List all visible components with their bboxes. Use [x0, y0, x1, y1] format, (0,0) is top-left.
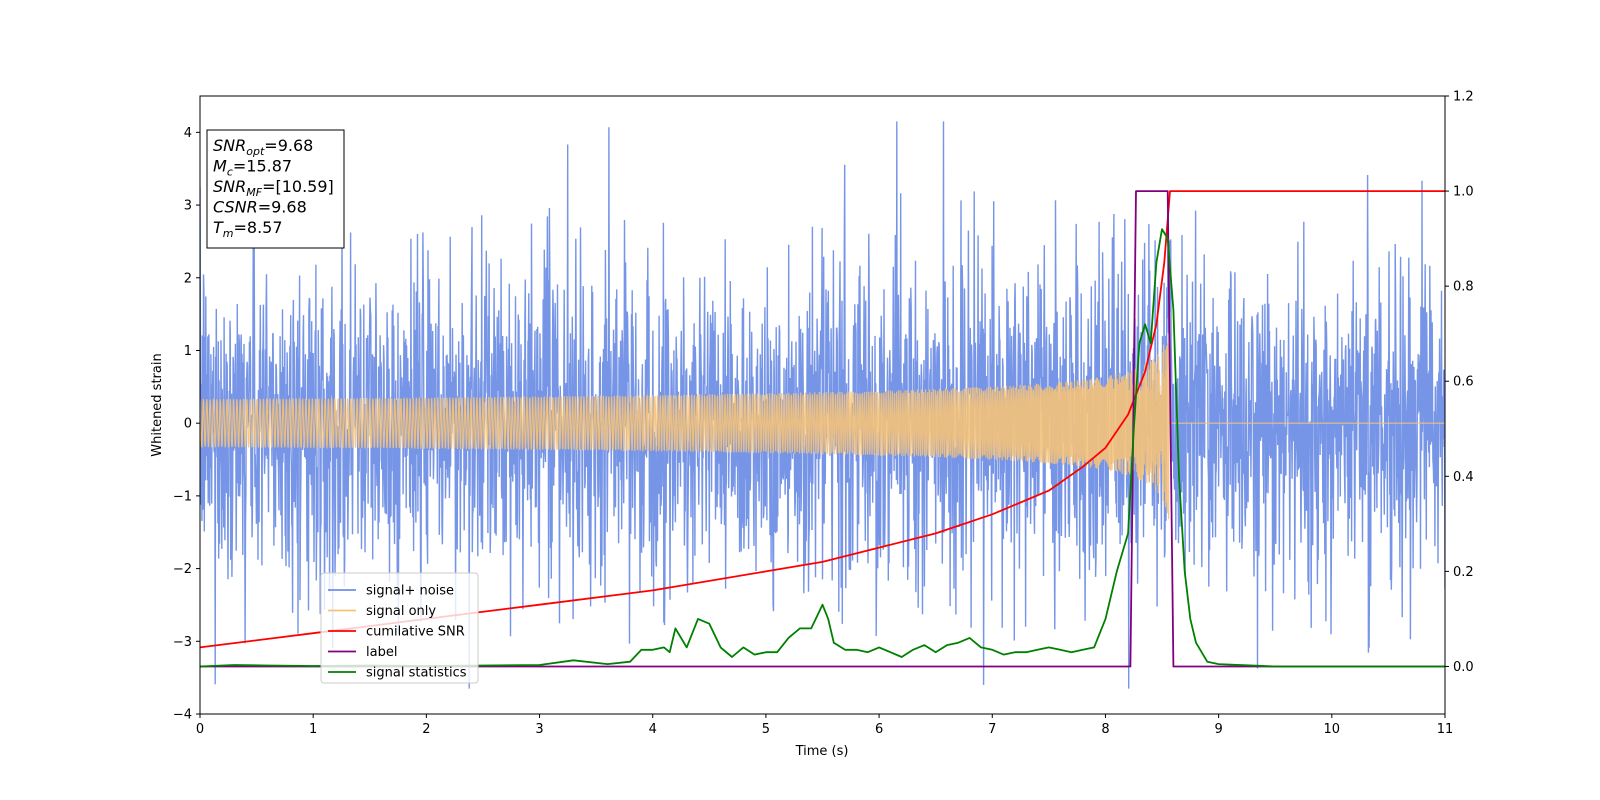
plot-area: [200, 121, 1445, 689]
y2-tick-label: 0.6: [1453, 375, 1474, 390]
legend-label: cumilative SNR: [366, 625, 465, 640]
x-axis-label: Time (s): [795, 744, 849, 759]
y-axis-right: 1.2 1.0 0.8 0.6 0.4 0.2 0.0: [1445, 90, 1474, 675]
y-tick-label: 1: [184, 344, 192, 359]
x-tick-label: 8: [1101, 722, 1109, 737]
info-box-line: SNRMF=[10.59]: [213, 177, 334, 199]
series-label-line: [200, 190, 1445, 668]
series-signal-statistics-line: [200, 228, 1445, 668]
y-axis-left: 4 3 2 1 0 −1 −2 −3 −4: [173, 126, 200, 723]
y-tick-label: −1: [173, 489, 192, 504]
y-tick-label: −2: [173, 562, 192, 577]
signal-noise-series: [200, 121, 1445, 689]
y2-tick-label: 0.2: [1453, 565, 1474, 580]
legend: signal+ noise signal only cumilative SNR la…: [320, 572, 479, 684]
x-tick-label: 11: [1437, 722, 1454, 737]
y-tick-label: 4: [184, 126, 192, 141]
y-tick-label: −4: [173, 708, 192, 723]
legend-label: signal+ noise: [366, 584, 454, 599]
y2-tick-label: 1.0: [1453, 185, 1474, 200]
info-box-line: Tm=8.57: [213, 218, 283, 240]
y-axis-label: Whitened strain: [150, 353, 165, 456]
info-box-line: SNRopt=9.68: [213, 136, 313, 158]
info-box-frame: [206, 129, 345, 249]
plot-frame: [199, 95, 1446, 715]
right-axis-series: [200, 190, 1445, 668]
y2-tick-label: 0.0: [1453, 660, 1474, 675]
y-tick-label: 2: [184, 271, 192, 286]
x-tick-label: 3: [535, 722, 543, 737]
y2-tick-label: 0.8: [1453, 280, 1474, 295]
x-axis: 0 1 2 3 4 5 6 7 8 9 10 11: [196, 714, 1453, 737]
x-tick-label: 10: [1324, 722, 1341, 737]
y-tick-label: 0: [184, 417, 192, 432]
y-tick-label: −3: [173, 635, 192, 650]
x-tick-label: 1: [309, 722, 317, 737]
x-tick-label: 5: [762, 722, 770, 737]
signal-only-series: [200, 311, 1445, 520]
x-tick-label: 9: [1214, 722, 1222, 737]
info-box-line: CSNR=9.68: [213, 198, 307, 217]
y2-tick-label: 0.4: [1453, 470, 1474, 485]
x-tick-label: 4: [649, 722, 657, 737]
series-cumilative-snr-line: [200, 190, 1445, 649]
x-tick-label: 7: [988, 722, 996, 737]
legend-label: signal statistics: [366, 666, 467, 681]
x-tick-label: 2: [422, 722, 430, 737]
y-tick-label: 3: [184, 199, 192, 214]
series-signal-only-line: [200, 311, 1445, 520]
series-signal-noise-line: [200, 121, 1445, 689]
legend-frame: [320, 572, 479, 684]
x-tick-label: 6: [875, 722, 883, 737]
info-box-line: Mc=15.87: [213, 157, 292, 179]
y2-tick-label: 1.2: [1453, 90, 1474, 105]
x-tick-label: 0: [196, 722, 204, 737]
info-box: SNRopt=9.68Mc=15.87SNRMF=[10.59]CSNR=9.6…: [206, 129, 345, 249]
legend-label: label: [366, 645, 397, 660]
legend-label: signal only: [366, 604, 436, 619]
